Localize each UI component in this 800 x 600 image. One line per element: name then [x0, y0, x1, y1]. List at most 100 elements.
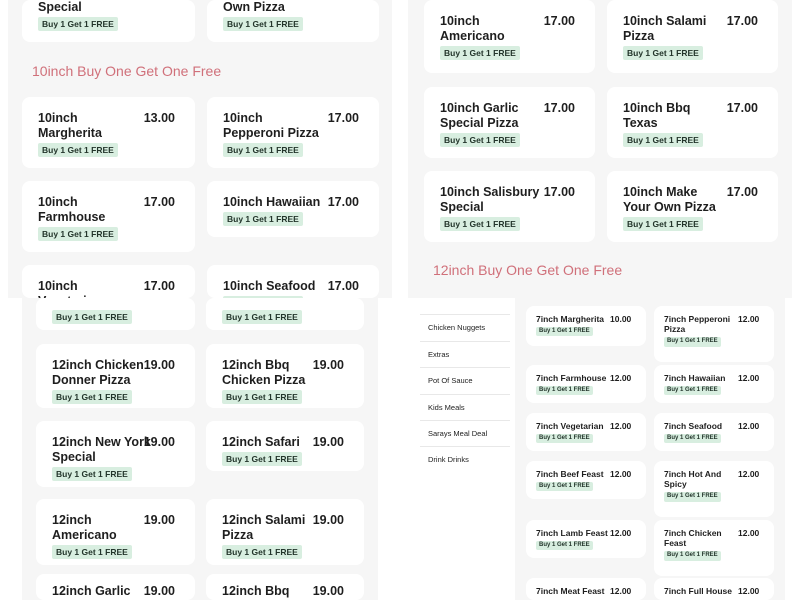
menu-item-title: 10inch Margherita: [38, 111, 102, 140]
sidebar-category-item[interactable]: Chicken Nuggets: [428, 323, 486, 332]
sidebar-category-item[interactable]: Pot Of Sauce: [428, 376, 473, 385]
menu-item-name: 10inch Make Your Own Pizza Buy 1 Get 1 FR…: [623, 185, 723, 232]
menu-item-card[interactable]: 7inch Margherita Buy 1 Get 1 FREE 10.00: [526, 306, 646, 346]
menu-item-name: 12inch New York Special Buy 1 Get 1 FREE: [52, 435, 152, 482]
menu-item-price: 12.00: [738, 469, 760, 479]
menu-item-price: 12.00: [610, 586, 632, 596]
menu-item-card[interactable]: 10inch Americano Buy 1 Get 1 FREE 17.00: [424, 0, 595, 73]
sidebar-category-item[interactable]: Sarays Meal Deal: [428, 429, 488, 438]
menu-item-name: 10inch Salami Pizza Buy 1 Get 1 FREE: [623, 14, 723, 61]
sidebar-category-item[interactable]: Kids Meals: [428, 403, 465, 412]
menu-item-card[interactable]: 10inch Salami Pizza Buy 1 Get 1 FREE 17.00: [607, 0, 778, 73]
menu-item-card[interactable]: 7inch Chicken Feast Buy 1 Get 1 FREE 12.00: [654, 520, 774, 576]
menu-item-card[interactable]: 7inch Pepperoni Pizza Buy 1 Get 1 FREE 12.…: [654, 306, 774, 362]
offer-badge: Buy 1 Get 1 FREE: [38, 17, 118, 32]
offer-badge: Buy 1 Get 1 FREE: [223, 212, 303, 227]
menu-item-title: 10inch Farmhouse: [38, 195, 106, 224]
menu-item-card[interactable]: 12inch New York Special Buy 1 Get 1 FREE 1…: [36, 421, 195, 487]
offer-badge: Buy 1 Get 1 FREE: [222, 545, 302, 560]
menu-item-price: 12.00: [610, 421, 632, 431]
menu-item-title: 7inch Chicken Feast: [664, 528, 722, 549]
menu-item-card[interactable]: Buy 1 Get 1 FREE: [36, 298, 195, 330]
menu-item-card[interactable]: 10inch Make Your Own Pizza Buy 1 Get 1 FR…: [607, 171, 778, 242]
menu-item-name: 10inch Salisbury Special Buy 1 Get 1 FREE: [440, 185, 540, 232]
section-heading: 12inch Buy One Get One Free: [433, 262, 623, 278]
menu-item-card[interactable]: 12inch Safari Buy 1 Get 1 FREE 19.00: [206, 421, 364, 471]
menu-item-card[interactable]: 10inch Hawaiian Buy 1 Get 1 FREE 17.00: [207, 181, 379, 237]
menu-item-card[interactable]: 7inch Farmhouse Buy 1 Get 1 FREE 12.00: [526, 365, 646, 403]
offer-badge: Buy 1 Get 1 FREE: [536, 327, 593, 337]
menu-item-card[interactable]: 10inch Margherita Buy 1 Get 1 FREE 13.00: [22, 97, 195, 168]
menu-item-title: 10inch Seafood: [223, 279, 316, 293]
menu-item-title: 12inch Americano: [52, 513, 117, 542]
menu-item-card[interactable]: 7inch Hawaiian Buy 1 Get 1 FREE 12.00: [654, 365, 774, 403]
menu-item-name: 10inch Seafood Buy 1 Get 1 FREE: [223, 279, 323, 298]
offer-badge: Buy 1 Get 1 FREE: [664, 492, 721, 502]
offer-badge: Buy 1 Get 1 FREE: [222, 310, 302, 325]
offer-badge: Buy 1 Get 1 FREE: [664, 337, 721, 347]
offer-badge: Buy 1 Get 1 FREE: [440, 46, 520, 61]
menu-item-title: 12inch Safari: [222, 435, 300, 449]
menu-item-title: 12inch Garlic: [52, 584, 131, 598]
menu-item-price: 12.00: [738, 586, 760, 596]
sidebar-category-item[interactable]: Drink Drinks: [428, 455, 469, 464]
menu-item-title: 12inch Bbq Texas: [222, 584, 290, 600]
menu-item-price: 19.00: [312, 584, 344, 598]
sidebar-divider: [420, 446, 510, 447]
menu-item-price: 19.00: [143, 435, 175, 449]
menu-item-price: 19.00: [312, 513, 344, 527]
menu-item-title: 10inch Hawaiian: [223, 195, 321, 209]
menu-item-card[interactable]: 10inch Bbq Texas Buy 1 Get 1 FREE 17.00: [607, 87, 778, 158]
offer-badge: Buy 1 Get 1 FREE: [223, 143, 303, 158]
menu-item-card[interactable]: 12inch Bbq Texas 19.00: [206, 574, 364, 600]
menu-item-name: 10inch Garlic Special Pizza Buy 1 Get 1 F…: [440, 101, 540, 148]
offer-badge: Buy 1 Get 1 FREE: [536, 541, 593, 551]
menu-item-card[interactable]: 7inch Full House 12.00: [654, 578, 774, 600]
menu-panel-10inch: 10inch Buy One Get One Free Special Buy 1 …: [8, 0, 392, 298]
menu-item-card[interactable]: Buy 1 Get 1 FREE: [206, 298, 364, 330]
menu-panel-7inch: Chicken Nuggets Extras Pot Of Sauce Kids Me…: [408, 298, 792, 600]
offer-badge: Buy 1 Get 1 FREE: [222, 452, 302, 467]
menu-item-card[interactable]: Own Pizza Buy 1 Get 1 FREE: [207, 0, 379, 42]
menu-item-card[interactable]: 7inch Hot And Spicy Buy 1 Get 1 FREE 12.00: [654, 461, 774, 517]
menu-item-title: 7inch Hot And Spicy: [664, 469, 722, 490]
menu-item-card[interactable]: 7inch Meat Feast 12.00: [526, 578, 646, 600]
menu-item-card[interactable]: 7inch Vegetarian Buy 1 Get 1 FREE 12.00: [526, 413, 646, 451]
menu-item-card[interactable]: 10inch Garlic Special Pizza Buy 1 Get 1 F…: [424, 87, 595, 158]
menu-item-card[interactable]: 12inch Chicken Donner Pizza Buy 1 Get 1 F…: [36, 344, 195, 408]
menu-item-title: Own Pizza: [223, 0, 285, 14]
sidebar-divider: [420, 394, 510, 395]
offer-badge: Buy 1 Get 1 FREE: [623, 217, 703, 232]
menu-item-title: 10inch Make Your Own Pizza: [623, 185, 716, 214]
menu-item-card[interactable]: 10inch Seafood Buy 1 Get 1 FREE 17.00: [207, 265, 379, 298]
menu-item-card[interactable]: 10inch Salisbury Special Buy 1 Get 1 FREE…: [424, 171, 595, 242]
menu-item-card[interactable]: 10inch Pepperoni Pizza Buy 1 Get 1 FREE 17…: [207, 97, 379, 168]
menu-item-price: 17.00: [726, 101, 758, 115]
menu-item-name: Special Buy 1 Get 1 FREE: [38, 0, 138, 32]
menu-item-card[interactable]: 12inch Salami Pizza Buy 1 Get 1 FREE 19.00: [206, 499, 364, 565]
menu-item-price: 12.00: [738, 528, 760, 538]
menu-item-card[interactable]: 12inch Bbq Chicken Pizza Buy 1 Get 1 FREE…: [206, 344, 364, 408]
menu-item-card[interactable]: Special Buy 1 Get 1 FREE: [22, 0, 195, 42]
menu-item-title: 10inch Americano: [440, 14, 505, 43]
menu-item-card[interactable]: 12inch Garlic 19.00: [36, 574, 195, 600]
menu-item-card[interactable]: 10inch Farmhouse Buy 1 Get 1 FREE 17.00: [22, 181, 195, 252]
menu-item-price: 17.00: [726, 185, 758, 199]
menu-item-price: 17.00: [143, 279, 175, 293]
menu-item-name: 7inch Meat Feast: [536, 586, 608, 596]
menu-item-title: 12inch New York Special: [52, 435, 151, 464]
menu-item-title: 7inch Meat Feast: [536, 586, 605, 596]
sidebar-category-item[interactable]: Extras: [428, 350, 450, 359]
menu-item-title: 7inch Vegetarian: [536, 421, 604, 431]
menu-item-card[interactable]: 7inch Seafood Buy 1 Get 1 FREE 12.00: [654, 413, 774, 451]
offer-badge: Buy 1 Get 1 FREE: [38, 143, 118, 158]
menu-item-card[interactable]: 7inch Lamb Feast Buy 1 Get 1 FREE 12.00: [526, 520, 646, 558]
menu-item-price: 17.00: [543, 185, 575, 199]
offer-badge: Buy 1 Get 1 FREE: [52, 310, 132, 325]
menu-item-name: 12inch Garlic: [52, 584, 152, 599]
menu-item-price: 17.00: [143, 195, 175, 209]
menu-item-card[interactable]: 7inch Beef Feast Buy 1 Get 1 FREE 12.00: [526, 461, 646, 499]
menu-item-card[interactable]: 12inch Americano Buy 1 Get 1 FREE 19.00: [36, 499, 195, 565]
sidebar-divider: [420, 314, 510, 315]
